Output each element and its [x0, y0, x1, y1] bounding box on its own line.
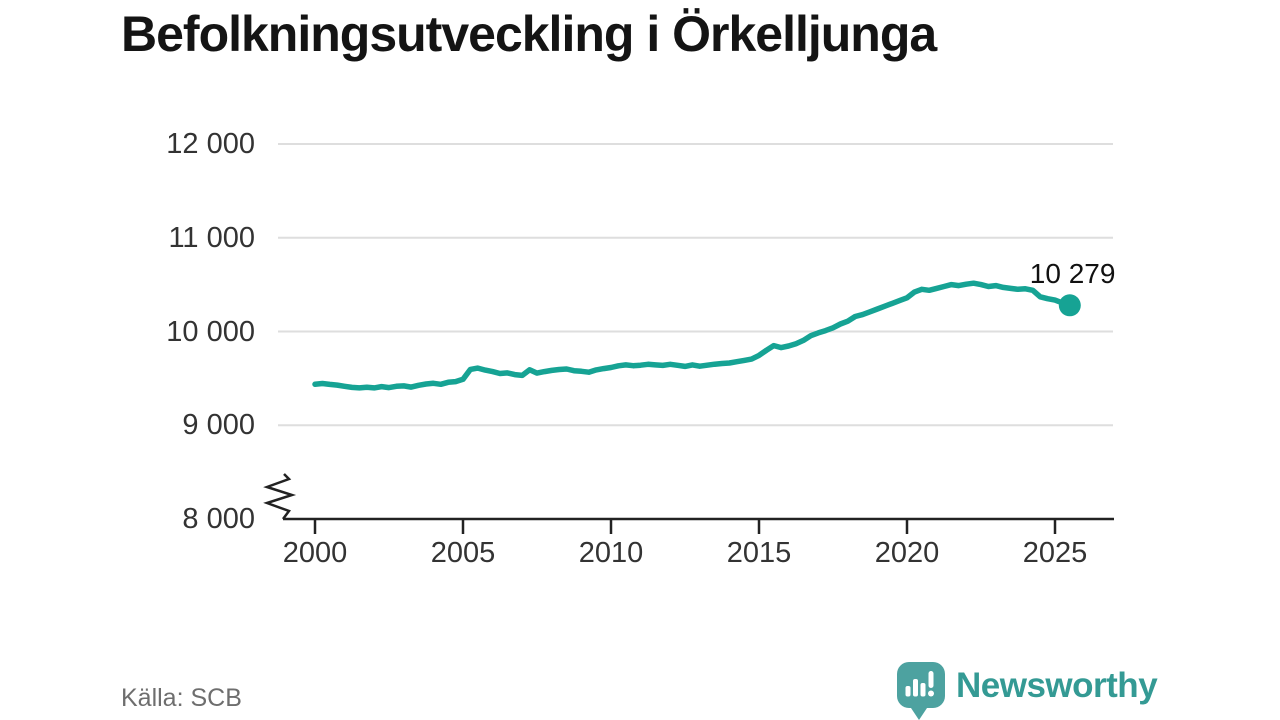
y-tick-label: 10 000: [166, 315, 255, 348]
x-tick-label: 2015: [726, 537, 792, 569]
chart-title: Befolkningsutveckling i Örkelljunga: [121, 6, 937, 62]
y-tick-label: 8 000: [182, 503, 255, 535]
brand-wordmark: Newsworthy: [956, 666, 1158, 705]
y-tick-label: 9 000: [182, 409, 255, 442]
y-tick-label: 12 000: [166, 128, 255, 160]
source-caption: Källa: SCB: [121, 684, 242, 712]
latest-value-label: 10 279: [1029, 258, 1116, 290]
x-tick-label: 2025: [1022, 537, 1088, 569]
x-tick-label: 2010: [578, 537, 644, 569]
x-tick-label: 2020: [874, 537, 940, 569]
y-tick-label: 11 000: [168, 221, 255, 254]
population-line: [312, 280, 1073, 391]
x-tick-label: 2000: [282, 537, 348, 569]
latest-value-dot: [1058, 294, 1081, 317]
newsworthy-logo-icon: [897, 662, 945, 720]
x-tick-label: 2005: [430, 537, 496, 569]
y-axis-break-icon: [263, 473, 297, 520]
